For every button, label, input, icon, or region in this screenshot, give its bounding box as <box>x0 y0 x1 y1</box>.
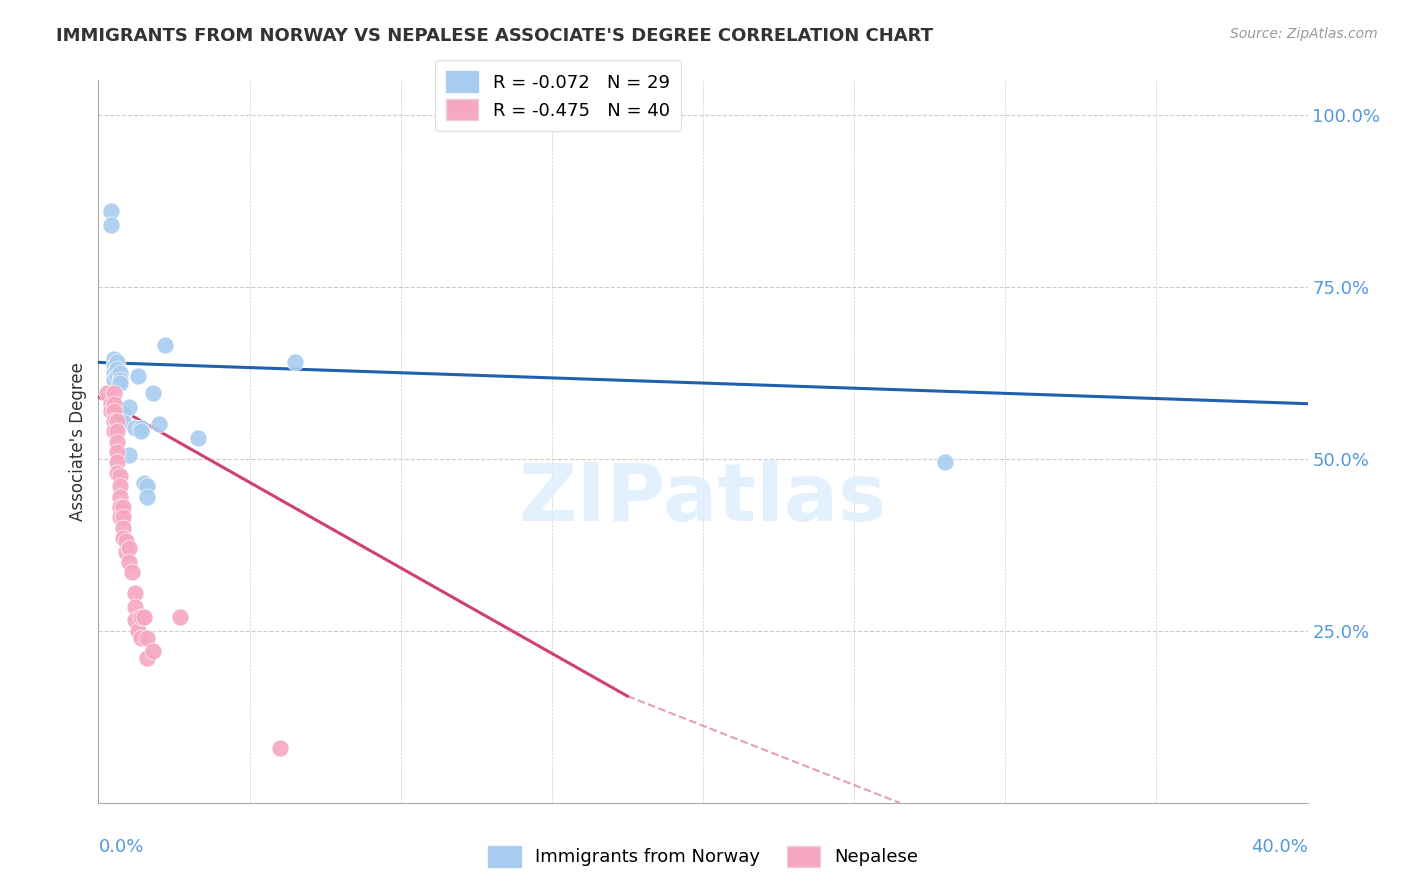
Point <box>96 386 118 401</box>
Point <box>129 610 152 624</box>
Point <box>111 407 134 421</box>
Point <box>103 359 125 373</box>
Point <box>187 431 209 445</box>
Point <box>103 424 125 438</box>
Point <box>114 544 136 558</box>
Point <box>934 455 956 469</box>
Point <box>105 424 128 438</box>
Legend: Immigrants from Norway, Nepalese: Immigrants from Norway, Nepalese <box>481 838 925 874</box>
Text: 0.0%: 0.0% <box>98 838 143 856</box>
Point <box>100 403 122 417</box>
Point <box>132 610 155 624</box>
Point <box>100 218 122 232</box>
Point <box>103 397 125 411</box>
Text: Source: ZipAtlas.com: Source: ZipAtlas.com <box>1230 27 1378 41</box>
Point <box>284 355 307 369</box>
Text: 40.0%: 40.0% <box>1251 838 1308 856</box>
Point <box>118 448 141 462</box>
Point <box>103 351 125 366</box>
Point <box>142 386 165 401</box>
Point <box>108 373 131 387</box>
Point <box>124 614 146 628</box>
Point <box>103 366 125 380</box>
Point <box>111 414 134 428</box>
Point <box>111 500 134 514</box>
Point <box>105 455 128 469</box>
Point <box>153 338 176 352</box>
Point <box>100 397 122 411</box>
Point <box>105 369 128 384</box>
Point <box>105 414 128 428</box>
Point <box>124 586 146 600</box>
Point <box>124 421 146 435</box>
Point <box>269 740 291 755</box>
Point <box>121 566 143 580</box>
Point <box>100 204 122 219</box>
Point <box>129 424 152 438</box>
Point <box>127 369 149 384</box>
Point <box>135 479 157 493</box>
Point <box>105 355 128 369</box>
Point <box>111 520 134 534</box>
Point <box>108 510 131 524</box>
Point <box>103 386 125 401</box>
Point <box>103 373 125 387</box>
Point <box>135 651 157 665</box>
Point <box>148 417 170 432</box>
Point <box>111 531 134 545</box>
Point <box>169 610 191 624</box>
Point <box>114 534 136 549</box>
Point <box>108 479 131 493</box>
Point <box>103 403 125 417</box>
Point <box>105 362 128 376</box>
Point <box>129 631 152 645</box>
Point <box>127 624 149 638</box>
Point <box>132 475 155 490</box>
Text: IMMIGRANTS FROM NORWAY VS NEPALESE ASSOCIATE'S DEGREE CORRELATION CHART: IMMIGRANTS FROM NORWAY VS NEPALESE ASSOC… <box>56 27 934 45</box>
Point <box>108 376 131 390</box>
Point <box>118 555 141 569</box>
Point <box>129 421 152 435</box>
Point <box>103 414 125 428</box>
Point <box>105 445 128 459</box>
Point <box>105 466 128 480</box>
Point <box>108 500 131 514</box>
Legend: R = -0.072   N = 29, R = -0.475   N = 40: R = -0.072 N = 29, R = -0.475 N = 40 <box>434 61 681 131</box>
Point <box>135 490 157 504</box>
Point <box>124 599 146 614</box>
Point <box>142 644 165 658</box>
Point <box>108 469 131 483</box>
Point <box>105 434 128 449</box>
Point <box>111 510 134 524</box>
Point <box>118 400 141 414</box>
Text: ZIPatlas: ZIPatlas <box>519 460 887 539</box>
Y-axis label: Associate's Degree: Associate's Degree <box>69 362 87 521</box>
Point <box>135 631 157 645</box>
Point <box>108 490 131 504</box>
Point <box>118 541 141 556</box>
Point <box>108 366 131 380</box>
